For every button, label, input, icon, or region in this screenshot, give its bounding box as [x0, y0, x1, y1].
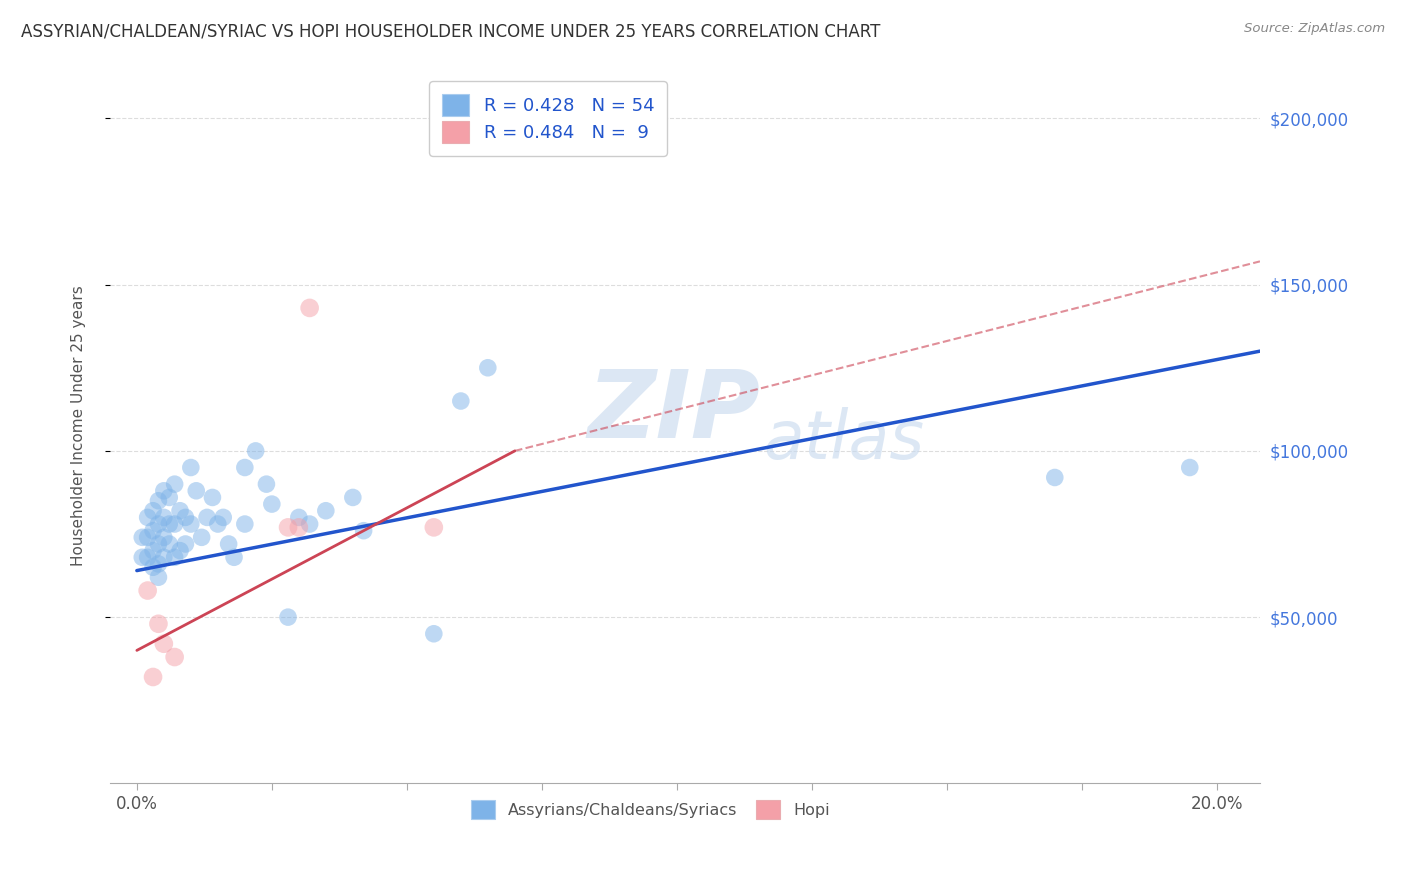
Point — [163, 477, 186, 491]
Point — [153, 550, 176, 565]
Point — [450, 394, 472, 409]
Point — [207, 516, 229, 531]
Point — [148, 493, 170, 508]
Point — [174, 510, 197, 524]
Y-axis label: Householder Income Under 25 years: Householder Income Under 25 years — [72, 285, 86, 566]
Point — [245, 443, 267, 458]
Point — [288, 520, 311, 534]
Point — [131, 530, 153, 544]
Point — [153, 483, 176, 498]
Point — [277, 610, 299, 624]
Point — [157, 516, 180, 531]
Point — [423, 626, 446, 640]
Point — [142, 504, 165, 518]
Point — [142, 560, 165, 574]
Point — [142, 670, 165, 684]
Point — [195, 510, 218, 524]
Point — [148, 516, 170, 531]
Point — [186, 483, 208, 498]
Point — [298, 516, 321, 531]
Point — [1043, 470, 1066, 484]
Point — [153, 530, 176, 544]
Point — [136, 550, 159, 565]
Point — [260, 497, 283, 511]
Point — [298, 301, 321, 315]
Point — [342, 491, 364, 505]
Point — [142, 524, 165, 538]
Point — [153, 510, 176, 524]
Point — [163, 550, 186, 565]
Point — [423, 520, 446, 534]
Point — [136, 530, 159, 544]
Point — [218, 537, 240, 551]
Point — [163, 516, 186, 531]
Point — [157, 537, 180, 551]
Point — [157, 491, 180, 505]
Point — [169, 504, 191, 518]
Point — [233, 516, 256, 531]
Point — [136, 510, 159, 524]
Point — [1178, 460, 1201, 475]
Point — [163, 650, 186, 665]
Point — [148, 557, 170, 571]
Point — [131, 550, 153, 565]
Point — [277, 520, 299, 534]
Point — [148, 570, 170, 584]
Text: ASSYRIAN/CHALDEAN/SYRIAC VS HOPI HOUSEHOLDER INCOME UNDER 25 YEARS CORRELATION C: ASSYRIAN/CHALDEAN/SYRIAC VS HOPI HOUSEHO… — [21, 22, 880, 40]
Point — [180, 516, 202, 531]
Point — [256, 477, 278, 491]
Point — [233, 460, 256, 475]
Point — [174, 537, 197, 551]
Point — [153, 637, 176, 651]
Text: ZIP: ZIP — [588, 366, 761, 458]
Text: atlas: atlas — [763, 408, 924, 474]
Point — [201, 491, 224, 505]
Point — [148, 537, 170, 551]
Point — [148, 616, 170, 631]
Point — [288, 510, 311, 524]
Point — [142, 543, 165, 558]
Point — [190, 530, 212, 544]
Point — [315, 504, 337, 518]
Legend: Assyrians/Chaldeans/Syriacs, Hopi: Assyrians/Chaldeans/Syriacs, Hopi — [465, 793, 837, 825]
Point — [169, 543, 191, 558]
Point — [353, 524, 375, 538]
Text: Source: ZipAtlas.com: Source: ZipAtlas.com — [1244, 22, 1385, 36]
Point — [136, 583, 159, 598]
Point — [212, 510, 235, 524]
Point — [477, 360, 499, 375]
Point — [222, 550, 245, 565]
Point — [180, 460, 202, 475]
